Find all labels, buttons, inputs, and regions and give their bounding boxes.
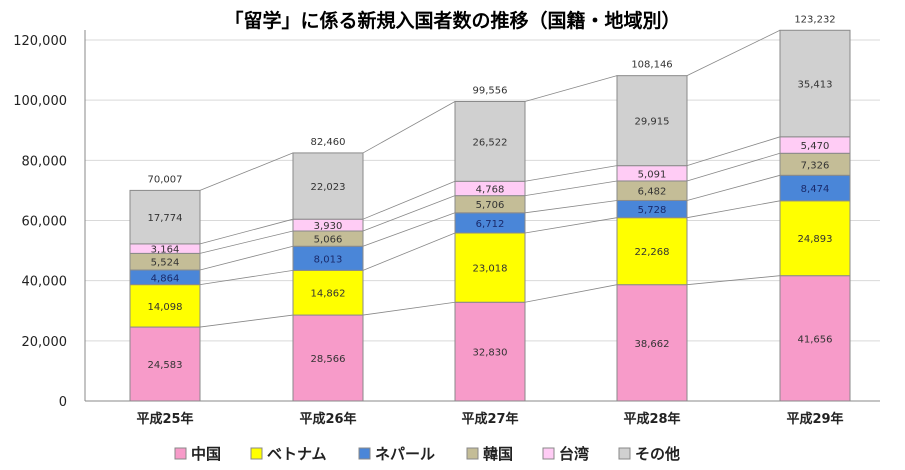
- legend-label: ネパール: [375, 445, 435, 463]
- legend-label: 台湾: [559, 445, 589, 463]
- data-label: 14,098: [148, 302, 183, 313]
- data-label: 26,522: [473, 137, 508, 148]
- y-tick-label: 60,000: [22, 215, 68, 230]
- data-label: 23,018: [473, 264, 508, 275]
- connector-line: [524, 165, 618, 182]
- data-label: 28,566: [311, 354, 346, 365]
- total-label: 82,460: [311, 137, 346, 148]
- legend-swatch: [542, 447, 555, 460]
- data-label: 35,413: [798, 80, 833, 91]
- data-label: 6,712: [476, 219, 505, 230]
- connector-line: [524, 180, 618, 197]
- legend-swatch: [618, 447, 631, 460]
- x-tick-label: 平成28年: [623, 411, 680, 427]
- chart-title: 「留学」に係る新規入国者数の推移（国籍・地域別）: [224, 10, 681, 32]
- connector-line: [362, 180, 456, 220]
- data-label: 8,013: [314, 254, 343, 265]
- connector-line: [686, 200, 781, 219]
- connector-line: [524, 217, 618, 234]
- legend-label: 中国: [191, 445, 221, 463]
- connector-line: [686, 174, 781, 201]
- connector-line: [362, 212, 456, 247]
- data-label: 3,930: [314, 221, 343, 232]
- data-label: 4,768: [476, 184, 505, 195]
- bar-segment: [616, 217, 688, 286]
- data-label: 32,830: [473, 348, 508, 359]
- data-label: 5,066: [314, 235, 343, 246]
- data-label: 4,864: [151, 273, 180, 284]
- connector-line: [686, 275, 781, 286]
- data-label: 22,268: [635, 247, 670, 258]
- total-label: 70,007: [148, 174, 183, 185]
- legend-swatch: [466, 447, 479, 460]
- connector-line: [362, 232, 456, 271]
- x-tick-label: 平成29年: [786, 411, 843, 427]
- data-label: 7,326: [801, 160, 830, 171]
- connector-line: [686, 152, 781, 182]
- bar-segment: [292, 245, 364, 271]
- connector-line: [524, 284, 618, 303]
- bar-segment: [454, 232, 526, 303]
- bar-segment: [779, 275, 851, 402]
- connector-line: [362, 101, 456, 154]
- connector-line: [199, 152, 294, 191]
- y-tick-label: 100,000: [13, 94, 67, 109]
- connector-line: [686, 136, 781, 167]
- legend-swatch: [174, 447, 187, 460]
- data-label: 5,728: [638, 205, 667, 216]
- bar-segment: [292, 152, 364, 220]
- legend-label: その他: [635, 445, 680, 463]
- bar-segment: [779, 29, 851, 138]
- legend-swatch: [358, 447, 371, 460]
- data-label: 14,862: [311, 289, 346, 300]
- data-label: 5,524: [151, 258, 180, 269]
- legend-label: 韓国: [483, 445, 513, 463]
- data-label: 24,583: [148, 360, 183, 371]
- legend-label: ベトナム: [267, 445, 327, 463]
- data-label: 5,470: [801, 141, 830, 152]
- data-label: 6,482: [638, 187, 667, 198]
- connector-line: [362, 301, 456, 316]
- bar-segment: [616, 75, 688, 167]
- total-label: 108,146: [631, 60, 672, 71]
- connector-line: [362, 195, 456, 232]
- total-label: 123,232: [794, 14, 835, 25]
- connector-line: [199, 245, 294, 271]
- connector-line: [199, 314, 294, 328]
- y-tick-label: 40,000: [22, 275, 68, 290]
- data-label: 5,091: [638, 169, 667, 180]
- bar-segment: [129, 189, 201, 245]
- y-tick-label: 0: [59, 395, 67, 410]
- y-tick-label: 80,000: [22, 154, 68, 169]
- connector-line: [199, 230, 294, 254]
- y-tick-label: 120,000: [13, 34, 67, 49]
- x-tick-label: 平成25年: [136, 411, 193, 427]
- data-label: 24,893: [798, 234, 833, 245]
- bar-segment: [292, 269, 364, 316]
- bar-segment: [129, 284, 201, 328]
- connector-line: [524, 75, 618, 102]
- bar-segment: [616, 284, 688, 402]
- bar-segment: [454, 101, 526, 182]
- connector-line: [686, 29, 781, 77]
- total-label: 99,556: [473, 86, 508, 97]
- data-label: 3,164: [151, 245, 180, 256]
- data-label: 29,915: [635, 117, 670, 128]
- data-label: 41,656: [798, 334, 833, 345]
- data-label: 17,774: [148, 213, 183, 224]
- connector-line: [199, 269, 294, 286]
- data-label: 38,662: [635, 339, 670, 350]
- data-label: 5,706: [476, 200, 505, 211]
- bar-segment: [292, 314, 364, 402]
- data-label: 8,474: [801, 184, 830, 195]
- x-tick-label: 平成26年: [299, 411, 356, 427]
- y-tick-label: 20,000: [22, 335, 68, 350]
- connector-line: [524, 200, 618, 214]
- x-tick-label: 平成27年: [461, 411, 518, 427]
- connector-line: [199, 218, 294, 245]
- legend-swatch: [250, 447, 263, 460]
- data-label: 22,023: [311, 182, 346, 193]
